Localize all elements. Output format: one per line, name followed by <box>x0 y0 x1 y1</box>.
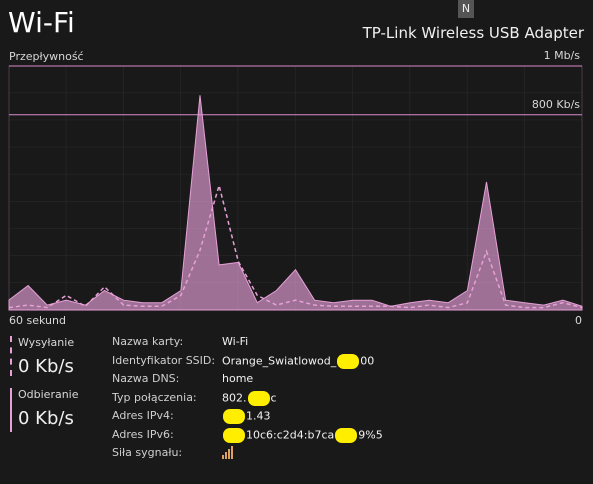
detail-value: Wi-Fi <box>222 335 248 348</box>
series-current: 0 Kb/s <box>18 408 74 429</box>
detail-value-part: 9%5 <box>358 428 383 441</box>
badge[interactable]: N <box>458 0 474 18</box>
detail-value-part: c <box>270 391 277 404</box>
detail-label: Nazwa DNS: <box>112 372 180 385</box>
detail-value-part: 10c6:c2d4:b7ca <box>246 428 335 441</box>
detail-value-part: home <box>222 372 254 385</box>
send-line <box>8 182 583 309</box>
adapter-name: TP-Link Wireless USB Adapter <box>362 24 584 42</box>
detail-label: Adres IPv6: <box>112 427 174 441</box>
series-name: Wysyłanie <box>18 336 75 349</box>
detail-value: home <box>222 372 253 385</box>
x-tick-label: 60 sekund <box>9 314 66 327</box>
redaction <box>223 427 245 443</box>
y-axis-label: Przepływność <box>9 50 84 63</box>
detail-label: Siła sygnału: <box>112 446 183 459</box>
detail-value-part: Orange_Swiatlowod_ <box>222 354 337 367</box>
signal-bar <box>231 446 233 459</box>
detail-label: Identyfikator SSID: <box>112 353 216 367</box>
signal-bar <box>225 452 227 459</box>
detail-value-part: 1.43 <box>246 409 271 423</box>
detail-label: Nazwa karty: <box>112 335 184 348</box>
detail-value: 802. c <box>222 390 277 406</box>
detail-value-part: 00 <box>360 354 375 367</box>
throughput-chart: Przepływność 1 Mb/s 800 Kb/s 60 sekund 0 <box>8 49 583 327</box>
detail-value-part: 802. <box>222 391 247 404</box>
detail-value <box>222 446 236 460</box>
detail-value: Orange_Swiatlowod_ 00 <box>222 353 375 369</box>
detail-value: 10c6:c2d4:b7ca 9%5 <box>222 427 383 443</box>
detail-value-part: Wi-Fi <box>222 335 249 348</box>
detail-label: Adres IPv4: <box>112 409 174 422</box>
series-indicator <box>10 388 12 432</box>
y-tick-label: 1 Mb/s <box>544 49 581 62</box>
detail-value: 1.43 <box>222 409 271 424</box>
detail-label: Typ połączenia: <box>112 390 197 404</box>
signal-bar <box>222 455 224 459</box>
redaction <box>337 353 360 369</box>
receive-area <box>8 95 583 311</box>
series-current: 0 Kb/s <box>18 356 74 377</box>
redaction <box>223 409 245 424</box>
redaction <box>335 427 358 443</box>
redaction <box>247 390 270 406</box>
page-title: Wi-Fi <box>8 6 75 39</box>
series-name: Odbieranie <box>18 388 79 401</box>
y-tick-label: 800 Kb/s <box>532 98 580 111</box>
signal-bar <box>228 449 230 459</box>
series-indicator <box>10 336 12 376</box>
x-tick-label: 0 <box>575 314 582 327</box>
